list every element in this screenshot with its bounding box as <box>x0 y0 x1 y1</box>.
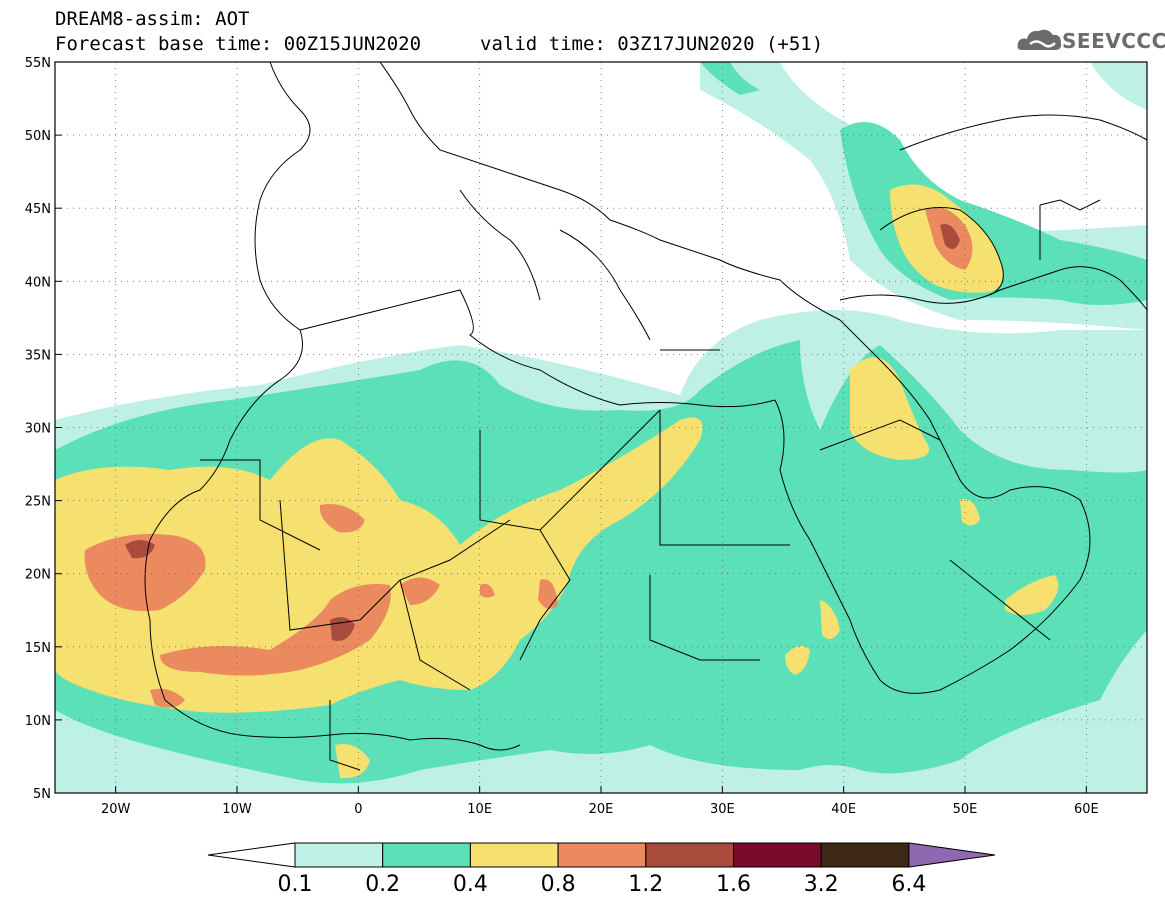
colorbar-label: 0.1 <box>278 872 313 897</box>
lon-labels: 20W 10W 0 10E 20E 30E 40E 50E 60E <box>101 786 1099 817</box>
cloud-icon <box>1017 29 1062 50</box>
valid-time: valid time: 03Z17JUN2020 (+51) <box>480 33 824 55</box>
colorbar-high-arrow <box>908 842 996 868</box>
lon-label: 0 <box>354 802 362 817</box>
lon-label: 10W <box>222 802 252 817</box>
lat-label: 35N <box>25 348 51 363</box>
aot-field <box>55 62 1147 793</box>
aot-level-0.8 <box>84 207 973 708</box>
colorbar-label: 0.2 <box>365 872 400 897</box>
lat-label: 30N <box>25 422 51 437</box>
colorbar-label: 1.6 <box>716 872 751 897</box>
lat-labels: 55N 50N 45N 40N 35N 30N 25N 20N 15N 10N 5N <box>25 56 62 802</box>
colorbar-low-arrow <box>207 842 296 868</box>
colorbar-swatch <box>469 842 559 868</box>
lon-label: 30E <box>710 802 735 817</box>
colorbar-label: 6.4 <box>891 872 926 897</box>
aot-level-0.4 <box>55 184 1059 779</box>
title-line: DREAM8-assim: AOT <box>55 8 250 30</box>
colorbar-swatch <box>733 842 822 868</box>
colorbar-swatch <box>382 842 471 868</box>
lat-label: 40N <box>25 275 51 290</box>
graticule <box>55 62 1147 793</box>
colorbar-label: 1.2 <box>628 872 663 897</box>
coastlines <box>144 62 1147 771</box>
colorbar-label: 0.8 <box>541 872 576 897</box>
lat-label: 10N <box>25 714 51 729</box>
colorbar-swatch <box>820 842 910 868</box>
colorbar-label: 3.2 <box>804 872 839 897</box>
lat-label: 55N <box>25 56 51 71</box>
lon-label: 20W <box>101 802 131 817</box>
colorbar-swatch <box>645 842 734 868</box>
colorbar-swatch <box>294 842 384 868</box>
lat-label: 5N <box>33 787 51 802</box>
lat-label: 20N <box>25 568 51 583</box>
lon-label: 50E <box>953 802 978 817</box>
forecast-base-time: Forecast base time: 00Z15JUN2020 <box>55 33 422 55</box>
colorbar-swatch <box>557 842 647 868</box>
lon-label: 20E <box>589 802 614 817</box>
colorbar: 0.1 0.2 0.4 0.8 1.2 1.6 3.2 6.4 <box>207 842 996 897</box>
logo-text: SEEVCCC <box>1062 29 1165 53</box>
lon-label: 40E <box>831 802 856 817</box>
lat-label: 50N <box>25 129 51 144</box>
lon-label: 10E <box>467 802 492 817</box>
lat-label: 25N <box>25 495 51 510</box>
colorbar-label: 0.4 <box>453 872 488 897</box>
lat-label: 45N <box>25 202 51 217</box>
lat-label: 15N <box>25 641 51 656</box>
lon-label: 60E <box>1074 802 1099 817</box>
